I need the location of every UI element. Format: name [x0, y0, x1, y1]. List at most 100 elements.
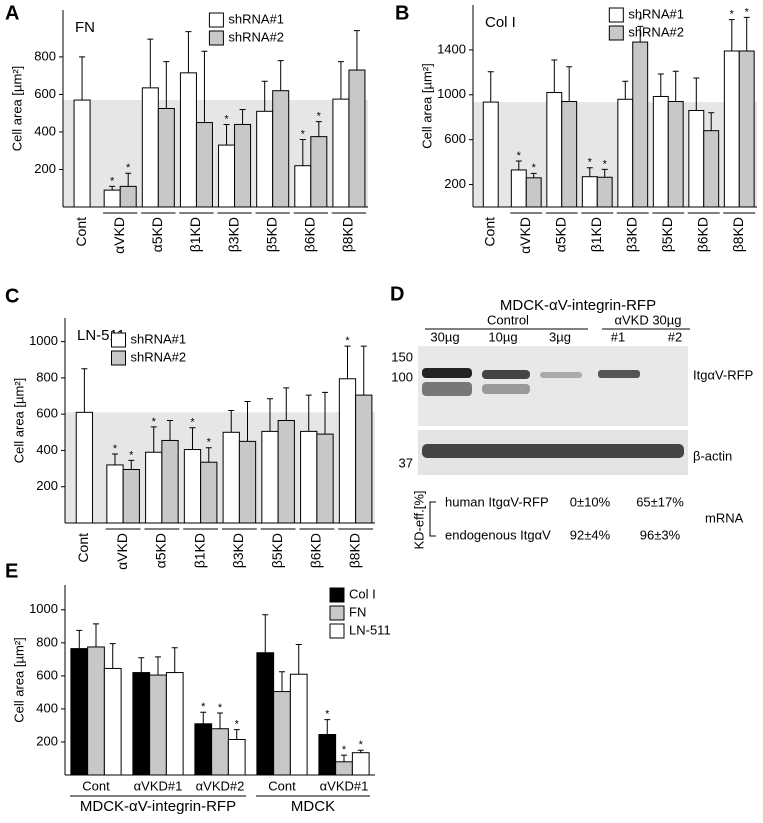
lane-label: #1 — [611, 329, 625, 344]
error-bar — [155, 656, 161, 676]
bar — [338, 378, 357, 524]
error-bar — [357, 749, 364, 753]
group-label: αVKD 30µg — [614, 312, 681, 327]
error-bar — [515, 160, 522, 170]
bar — [561, 101, 578, 208]
bar — [510, 169, 527, 208]
bar — [222, 431, 240, 524]
band — [482, 370, 530, 379]
y-tick-label: 400 — [34, 123, 56, 138]
error-bar — [79, 56, 86, 101]
bar — [688, 109, 705, 208]
panel-label: B — [395, 2, 409, 24]
significance: * — [638, 15, 643, 27]
x-tick-label: αVKD#2 — [196, 778, 245, 793]
bar — [141, 87, 159, 208]
x-tick-label: αVKD — [114, 533, 130, 570]
significance: * — [345, 335, 350, 347]
marker: 150 — [391, 349, 413, 364]
bar — [179, 72, 197, 208]
y-tick-label: 800 — [36, 369, 58, 384]
error-bar — [81, 368, 88, 413]
cell: 0±10% — [570, 494, 611, 509]
band-label: β-actin — [693, 448, 732, 463]
cell: 96±3% — [640, 527, 681, 542]
error-bar — [200, 711, 207, 724]
group-label: MDCK-αV-integrin-RFP — [80, 798, 236, 815]
bar — [106, 464, 124, 524]
bar — [703, 130, 720, 208]
marker: 100 — [391, 369, 413, 384]
x-tick-label: αVKD#1 — [134, 778, 183, 793]
y-tick-label: 600 — [36, 406, 58, 421]
band — [540, 372, 582, 378]
legend-swatch — [329, 623, 345, 639]
bar — [318, 734, 337, 776]
error-bar — [341, 754, 347, 762]
x-tick-label: β5KD — [659, 217, 675, 252]
error-bar — [125, 172, 132, 187]
bar — [261, 430, 279, 524]
marker: 37 — [399, 455, 413, 470]
error-bar — [128, 459, 135, 470]
panel-label: D — [390, 283, 404, 305]
bar — [351, 752, 370, 776]
error-bar — [244, 400, 251, 442]
error-bar — [586, 167, 593, 177]
legend-label: shRNA#1 — [228, 11, 284, 26]
significance: * — [317, 111, 322, 123]
bar — [738, 50, 755, 208]
error-bar — [76, 629, 83, 649]
legend-label: shRNA#1 — [628, 6, 684, 21]
significance: * — [588, 157, 593, 169]
legend-swatch — [208, 30, 224, 46]
bar — [195, 122, 213, 208]
error-bar — [223, 123, 230, 146]
legend-label: LN-511 — [349, 622, 391, 637]
bar — [103, 667, 122, 776]
y-tick-label: 200 — [36, 733, 58, 748]
bar — [723, 50, 740, 208]
significance: * — [325, 709, 330, 721]
x-tick-label: β5KD — [263, 217, 279, 252]
row-label: human ItgαV-RFP — [445, 494, 549, 509]
y-tick-label: 200 — [444, 176, 466, 191]
error-bar — [530, 172, 537, 178]
bar — [632, 41, 649, 208]
legend-swatch — [608, 7, 624, 23]
x-tick-label: β5KD — [269, 533, 285, 568]
lane-label: 3µg — [549, 329, 571, 344]
cell: 92±4% — [570, 527, 611, 542]
y-tick-label: 600 — [444, 131, 466, 146]
x-tick-label: β3KD — [623, 217, 639, 252]
error-bar — [138, 657, 145, 673]
bar — [103, 189, 121, 208]
error-bar — [728, 19, 735, 52]
bar — [218, 144, 236, 208]
legend-swatch — [111, 350, 126, 366]
x-tick-label: αVKD — [111, 217, 127, 254]
bar — [272, 90, 290, 208]
error-bar — [360, 345, 367, 396]
y-axis-label: Cell area [µm²] — [419, 63, 434, 149]
x-tick-label: αVKD — [517, 217, 533, 254]
y-tick-label: 600 — [36, 667, 58, 682]
error-bar — [239, 108, 246, 125]
legend-swatch — [329, 587, 345, 603]
y-tick-label: 1000 — [29, 333, 58, 348]
bar — [617, 98, 634, 208]
bar — [149, 674, 167, 776]
x-tick-label: β1KD — [588, 217, 604, 252]
row-label: endogenous ItgαV — [445, 527, 551, 542]
significance: * — [126, 162, 131, 174]
band — [422, 368, 472, 378]
error-bar — [189, 427, 196, 450]
bar — [316, 433, 334, 524]
significance: * — [359, 739, 364, 751]
significance: * — [224, 113, 229, 125]
x-tick-label: α5KD — [552, 217, 568, 252]
error-bar — [672, 70, 679, 102]
error-bar — [150, 426, 157, 453]
error-bar — [324, 719, 331, 735]
error-bar — [551, 59, 558, 93]
